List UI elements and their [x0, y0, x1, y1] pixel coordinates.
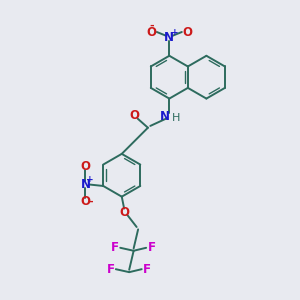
Text: O: O [182, 26, 192, 38]
Text: N: N [160, 110, 170, 123]
Text: -: - [88, 196, 93, 206]
Text: N: N [164, 31, 174, 44]
Text: O: O [80, 160, 90, 173]
Text: F: F [111, 241, 119, 254]
Text: O: O [120, 206, 130, 219]
Text: -: - [150, 20, 154, 31]
Text: +: + [86, 175, 94, 184]
Text: O: O [129, 109, 139, 122]
Text: F: F [106, 263, 115, 276]
Text: O: O [80, 195, 90, 208]
Text: H: H [172, 113, 180, 123]
Text: +: + [171, 28, 178, 38]
Text: O: O [146, 26, 157, 38]
Text: N: N [80, 178, 90, 191]
Text: F: F [143, 263, 151, 276]
Text: F: F [148, 241, 155, 254]
